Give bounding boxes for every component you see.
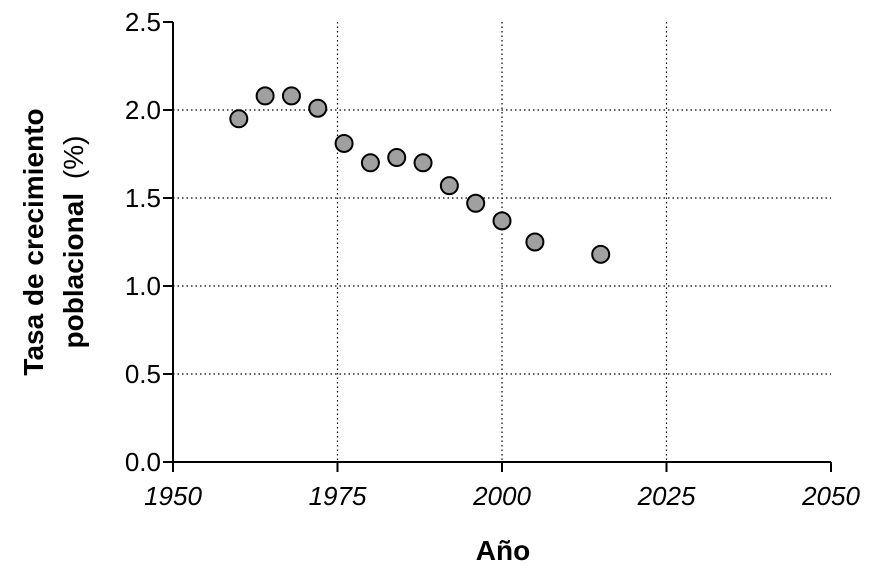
y-axis-title-line2: poblacional (%): [58, 136, 89, 349]
x-axis-title: Año: [476, 535, 530, 566]
data-point: [281, 86, 301, 106]
y-axis-title-line2-bold: poblacional: [58, 193, 89, 349]
y-axis-title-unit: (%): [58, 136, 89, 180]
data-point: [334, 133, 354, 153]
x-tick-label: 2025: [637, 481, 696, 511]
data-point: [591, 244, 611, 264]
data-points: [229, 86, 611, 264]
y-tick-label: 1.5: [125, 183, 161, 213]
data-point: [229, 109, 249, 129]
data-point: [413, 153, 433, 173]
grid-lines: [173, 22, 831, 462]
x-tick-label: 2050: [801, 481, 860, 511]
data-point: [360, 153, 380, 173]
y-tick-label: 1.0: [125, 271, 161, 301]
data-point: [255, 86, 275, 106]
x-tick-label: 2000: [472, 481, 531, 511]
data-point: [492, 211, 512, 231]
y-tick-label: 2.5: [125, 7, 161, 37]
data-point: [308, 98, 328, 118]
x-tick-label: 1975: [309, 481, 367, 511]
data-point: [466, 193, 486, 213]
ticks: 0.0 0.5 1.0 1.5 2.0 2.5 1950 1975 2000 2025 2050: [125, 7, 861, 511]
y-tick-label: 0.5: [125, 359, 161, 389]
data-point: [387, 148, 407, 168]
y-tick-label: 0.0: [125, 447, 161, 477]
data-point: [439, 176, 459, 196]
y-axis-title: Tasa de crecimiento: [18, 108, 49, 375]
y-tick-label: 2.0: [125, 95, 161, 125]
data-point: [525, 232, 545, 252]
x-tick-label: 1950: [144, 481, 202, 511]
